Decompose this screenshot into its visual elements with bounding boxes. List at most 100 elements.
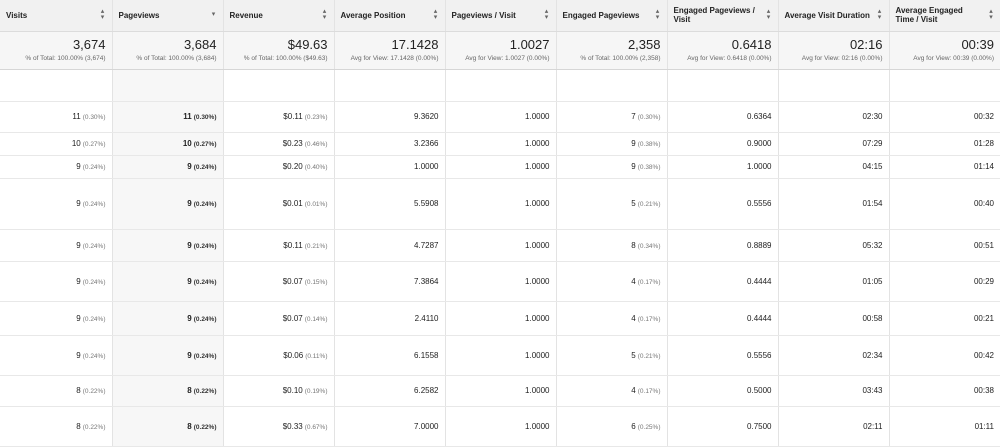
cell-percent: (0.38%) bbox=[637, 141, 661, 148]
cell-pageviews: 11 (0.30%) bbox=[112, 101, 224, 133]
cell-value: 6.2582 bbox=[414, 386, 439, 395]
cell-visits: 9 (0.24%) bbox=[0, 301, 113, 336]
cell-value: 9 bbox=[187, 162, 192, 171]
sort-toggle-icon[interactable]: ▴ ▾ bbox=[322, 8, 327, 22]
cell-engaged-pageviews-per-visit: 0.4444 bbox=[667, 301, 779, 336]
cell-revenue: $0.11 (0.21%) bbox=[223, 229, 335, 262]
cell-value: 0.8889 bbox=[747, 240, 772, 250]
header-row: Visits ▴ ▾ Pageviews ▾ Revenue ▴ ▾ Average Posit… bbox=[0, 0, 1000, 32]
cell-engaged-pageviews: 4 (0.17%) bbox=[556, 375, 668, 407]
cell-value: $0.10 bbox=[282, 386, 303, 395]
total-subtext: Avg for View: 17.1428 (0.00%) bbox=[350, 55, 439, 62]
cell-value: 05:32 bbox=[862, 240, 883, 250]
cell-percent: (0.17%) bbox=[637, 315, 661, 323]
cell-value: 4.7287 bbox=[414, 240, 439, 250]
cell-engaged-pageviews: 7 (0.30%) bbox=[556, 101, 668, 133]
cell-percent: (0.01%) bbox=[304, 201, 328, 208]
cell-average-position: 6.2582 bbox=[334, 375, 446, 407]
sort-toggle-icon[interactable]: ▴ ▾ bbox=[989, 8, 993, 22]
cell-value: 0.9000 bbox=[747, 139, 772, 148]
table-row: 9 (0.24%) 9 (0.24%) $0.06 (0.11%) 6.1558 1.0000… bbox=[0, 335, 1000, 376]
cell-revenue: $0.10 (0.19%) bbox=[223, 375, 335, 407]
cell-value: 00:40 bbox=[973, 199, 994, 208]
cell-percent: (0.24%) bbox=[193, 278, 217, 286]
cell-average-visit-duration: 02:11 bbox=[778, 406, 890, 447]
cell-value: $0.11 bbox=[283, 240, 303, 250]
column-header-average-visit-duration[interactable]: Average Visit Duration ▴ ▾ bbox=[778, 0, 890, 32]
cell-value: 1.0000 bbox=[525, 313, 550, 323]
total-value: 0.6418 bbox=[731, 37, 772, 52]
cell-value: $0.07 bbox=[282, 276, 303, 286]
cell-percent: (0.19%) bbox=[304, 388, 328, 395]
sort-toggle-icon[interactable]: ▴ ▾ bbox=[877, 8, 882, 22]
cell-engaged-pageviews-per-visit: 0.5556 bbox=[667, 178, 779, 230]
cell-value: 4 bbox=[631, 313, 636, 323]
cell-value: $0.20 bbox=[282, 162, 303, 171]
sort-toggle-icon[interactable]: ▴ ▾ bbox=[433, 8, 438, 22]
cell-value: 5 bbox=[631, 350, 636, 360]
sort-toggle-icon[interactable]: ▴ ▾ bbox=[100, 8, 105, 22]
cell-value: 10 bbox=[182, 139, 192, 148]
cell-percent: (0.24%) bbox=[82, 315, 106, 323]
sort-toggle-icon[interactable]: ▴ ▾ bbox=[544, 8, 549, 22]
table-row: 8 (0.22%) 8 (0.22%) $0.33 (0.67%) 7.0000 1.0000… bbox=[0, 406, 1000, 447]
cell-revenue: $0.06 (0.11%) bbox=[223, 335, 335, 376]
cell-average-position: 1.0000 bbox=[334, 155, 446, 179]
column-header-pageviews-per-visit[interactable]: Pageviews / Visit ▴ ▾ bbox=[445, 0, 557, 32]
cell-value: 11 bbox=[183, 112, 192, 121]
cell-engaged-pageviews-per-visit: 1.0000 bbox=[667, 155, 779, 179]
cell-percent: (0.11%) bbox=[305, 352, 328, 360]
column-header-average-position[interactable]: Average Position ▴ ▾ bbox=[334, 0, 446, 32]
sort-toggle-icon[interactable]: ▴ ▾ bbox=[766, 8, 771, 22]
cell-value: 00:21 bbox=[973, 313, 994, 323]
cell-value: 8 bbox=[76, 386, 81, 395]
cell-average-visit-duration: 02:30 bbox=[778, 101, 890, 133]
column-header-label: Pageviews / Visit bbox=[451, 10, 516, 20]
cell-value: 00:51 bbox=[973, 240, 994, 250]
cell-engaged-pageviews-per-visit: 0.4444 bbox=[667, 261, 779, 302]
cell-percent: (0.22%) bbox=[82, 423, 106, 431]
total-value: $49.63 bbox=[287, 37, 328, 52]
table-row: 9 (0.24%) 9 (0.24%) $0.07 (0.14%) 2.4110 1.0000… bbox=[0, 301, 1000, 336]
cell-value: $0.23 bbox=[282, 139, 303, 148]
cell-value: 01:54 bbox=[862, 199, 883, 208]
total-average-engaged-time: 00:39 Avg for View: 00:39 (0.00%) bbox=[889, 31, 1000, 70]
cell-value: 5 bbox=[631, 199, 636, 208]
total-subtext: % of Total: 100.00% (3,674) bbox=[25, 55, 106, 62]
cell-pageviews-per-visit: 1.0000 bbox=[445, 406, 557, 447]
cell-value: 0.7500 bbox=[747, 421, 772, 431]
cell-visits: 9 (0.24%) bbox=[0, 261, 113, 302]
cell-engaged-pageviews-per-visit: 0.9000 bbox=[667, 132, 779, 156]
column-header-engaged-pageviews-per-visit[interactable]: Engaged Pageviews / Visit ▴ ▾ bbox=[667, 0, 779, 32]
total-subtext: % of Total: 100.00% (3,684) bbox=[136, 55, 217, 62]
column-header-revenue[interactable]: Revenue ▴ ▾ bbox=[223, 0, 335, 32]
cell-value: 02:30 bbox=[862, 112, 883, 121]
cell-value: 1.0000 bbox=[525, 276, 550, 286]
cell-revenue: $0.33 (0.67%) bbox=[223, 406, 335, 447]
cell-value: 07:29 bbox=[862, 139, 883, 148]
cell-value: 9 bbox=[631, 162, 636, 171]
cell-pageviews-per-visit: 1.0000 bbox=[445, 335, 557, 376]
cell-percent: (0.30%) bbox=[637, 114, 661, 121]
cell-value: 01:28 bbox=[973, 139, 994, 148]
cell-revenue: $0.01 (0.01%) bbox=[223, 178, 335, 230]
cell-value: 9 bbox=[76, 199, 81, 208]
cell-average-visit-duration: 07:29 bbox=[778, 132, 890, 156]
spacer-row bbox=[0, 69, 1000, 102]
cell-value: 1.0000 bbox=[525, 240, 550, 250]
cell-value: 0.4444 bbox=[747, 276, 772, 286]
column-header-engaged-pageviews[interactable]: Engaged Pageviews ▴ ▾ bbox=[556, 0, 668, 32]
cell-value: 9 bbox=[187, 313, 192, 323]
column-header-label: Average Position bbox=[340, 10, 406, 20]
table-row: 9 (0.24%) 9 (0.24%) $0.01 (0.01%) 5.5908 1.0000… bbox=[0, 178, 1000, 230]
column-header-average-engaged-time[interactable]: Average Engaged Time / Visit ▴ ▾ bbox=[889, 0, 1000, 32]
cell-pageviews: 9 (0.24%) bbox=[112, 335, 224, 376]
sort-toggle-icon[interactable]: ▴ ▾ bbox=[655, 8, 660, 22]
column-header-visits[interactable]: Visits ▴ ▾ bbox=[0, 0, 113, 32]
sort-descending-icon[interactable]: ▾ bbox=[211, 11, 216, 19]
cell-average-engaged-time: 01:11 bbox=[889, 406, 1000, 447]
column-header-pageviews[interactable]: Pageviews ▾ bbox=[112, 0, 224, 32]
cell-percent: (0.24%) bbox=[82, 164, 106, 171]
cell-value: 9 bbox=[76, 162, 81, 171]
